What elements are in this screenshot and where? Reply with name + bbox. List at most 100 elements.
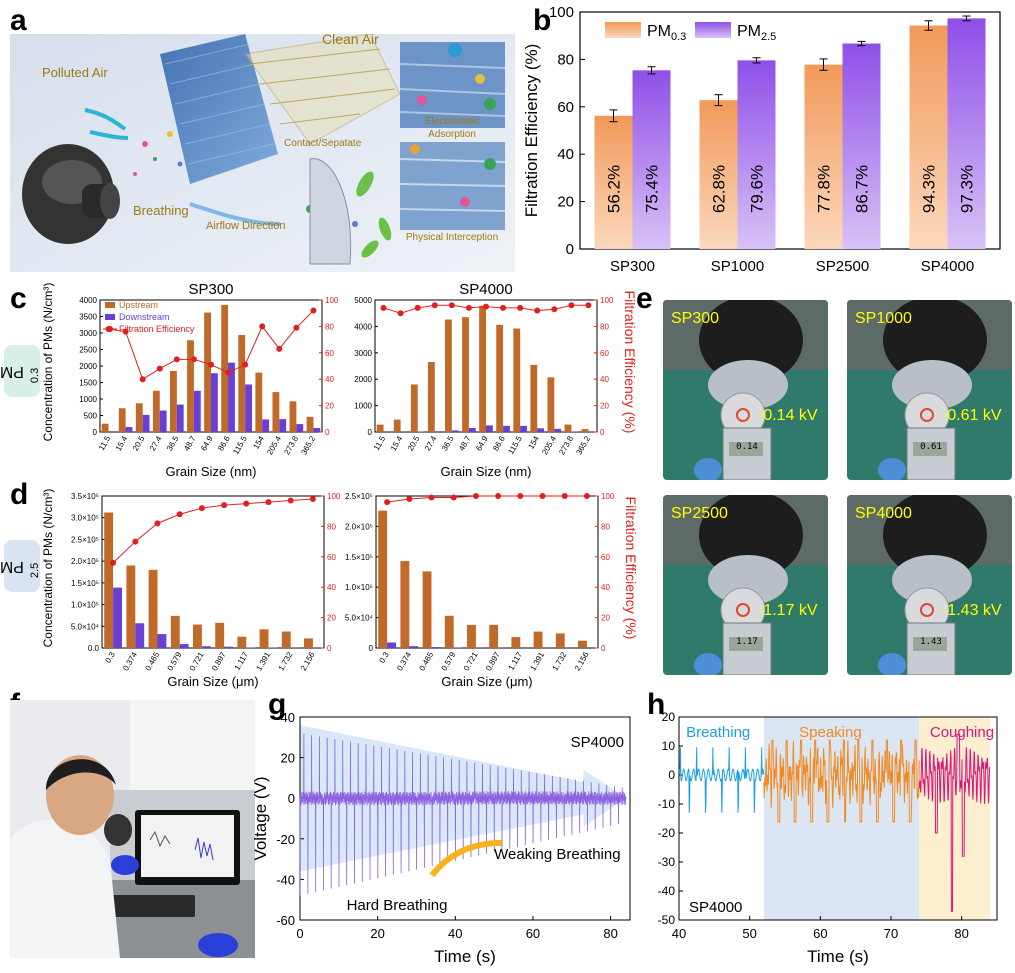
- chart-title: SP4000: [571, 734, 624, 751]
- y-tick-label: -20: [276, 832, 295, 847]
- x-tick-label: SP1000: [711, 258, 764, 275]
- y-tick-label: 2000: [354, 375, 372, 384]
- schematic-svg: Polluted Air Clean Air Breathing Contact…: [10, 34, 515, 272]
- y-tick-label: 80: [557, 51, 574, 68]
- x-tick-label: 11.5: [97, 434, 113, 452]
- efficiency-point: [191, 356, 197, 362]
- label-breathing: Breathing: [133, 203, 189, 218]
- y-tick-label: 1.0×10⁵: [71, 601, 99, 610]
- bar-upstream: [400, 561, 409, 648]
- efficiency-point: [266, 499, 272, 505]
- efficiency-point: [384, 499, 390, 505]
- bar-downstream: [387, 643, 396, 648]
- bar-upstream: [282, 631, 291, 648]
- y-tick-label: 1000: [354, 402, 372, 411]
- data-label: 56.2%: [605, 165, 624, 213]
- efficiency-point: [429, 495, 435, 501]
- legend-label: Downstream: [119, 312, 170, 322]
- y-tick-label: 5000: [354, 296, 372, 305]
- x-tick-label: 86.6: [491, 434, 507, 452]
- x-tick-label: 15.4: [389, 434, 405, 452]
- x-tick-label: 20.5: [131, 434, 147, 452]
- bar-downstream: [452, 430, 459, 432]
- y2-tick-label: 40: [600, 375, 609, 384]
- efficiency-point: [415, 305, 421, 311]
- x-tick-label: 36.5: [165, 434, 181, 452]
- data-label: 94.3%: [920, 165, 939, 213]
- label-airflow-direction: Airflow Direction: [206, 220, 285, 232]
- bar-upstream: [467, 625, 476, 648]
- legend-label: Upstream: [119, 300, 158, 310]
- bar-pm25: [738, 60, 776, 249]
- photo-voltage-label: -0.14 kV: [758, 407, 818, 425]
- y-tick-label: 4000: [79, 296, 97, 305]
- bar-downstream: [194, 391, 201, 432]
- y-tick-label: 2.0×10⁵: [71, 557, 99, 566]
- bar-upstream: [290, 401, 297, 432]
- bar-downstream: [409, 646, 418, 648]
- bar-downstream: [126, 427, 133, 432]
- chart-d1-svg: 0.05.0×10⁴1.0×10⁵1.5×10⁵2.0×10⁵2.5×10⁵3.…: [40, 480, 340, 690]
- x-tick-label: 0.721: [188, 650, 206, 672]
- x-tick-label: 20.5: [406, 434, 422, 452]
- y2-tick-label: 80: [325, 322, 334, 331]
- y-axis-label: Voltage (V): [251, 776, 270, 860]
- efficiency-point: [406, 496, 412, 502]
- y2-tick-label: 20: [327, 614, 336, 623]
- y-tick-label: 2000: [79, 362, 97, 371]
- y2-tick-label: 20: [601, 614, 610, 623]
- efficiency-point: [562, 493, 568, 499]
- data-label: 62.8%: [710, 165, 729, 213]
- bar-upstream: [119, 408, 126, 432]
- bar-upstream: [378, 511, 387, 648]
- efficiency-point: [242, 362, 248, 368]
- bar-upstream: [272, 392, 279, 432]
- x-axis-label: Time (s): [434, 947, 496, 966]
- efficiency-point: [199, 505, 205, 511]
- efficiency-line: [113, 499, 313, 563]
- y-tick-label: 0: [369, 644, 374, 653]
- glove: [111, 855, 139, 875]
- efficiency-point: [517, 305, 523, 311]
- y2-tick-label: 100: [327, 492, 340, 501]
- annotation-hard-breathing: Hard Breathing: [347, 897, 448, 914]
- x-tick-label: 154: [251, 434, 266, 451]
- y-tick-label: 3.0×10⁵: [71, 514, 99, 523]
- panel-label-a: a: [10, 4, 27, 38]
- data-label: 97.3%: [958, 165, 977, 213]
- efficiency-point: [584, 493, 590, 499]
- meter-readout: 0.61: [915, 442, 947, 452]
- efficiency-point: [155, 520, 161, 526]
- bar-pm25: [633, 70, 671, 249]
- bar-downstream: [554, 429, 561, 432]
- x-tick-label: 0.374: [395, 650, 413, 672]
- efficiency-point: [451, 495, 457, 501]
- efficiency-point: [174, 356, 180, 362]
- label-electrostatic: Electrostatic: [425, 116, 479, 127]
- bar-downstream: [160, 411, 167, 432]
- y-tick-label: 2.0×10⁵: [345, 522, 373, 531]
- trend-arrow: [432, 843, 502, 875]
- efficiency-point: [288, 498, 294, 504]
- y-tick-label: 40: [557, 146, 574, 163]
- y-tick-label: 2.5×10⁵: [345, 492, 373, 501]
- bar-downstream: [432, 647, 441, 648]
- x-tick-label: 27.4: [423, 434, 439, 452]
- bar-upstream: [445, 320, 452, 432]
- bar-downstream: [469, 428, 476, 432]
- label-adsorption: Adsorption: [428, 129, 476, 140]
- y-tick-label: 2.5×10⁵: [71, 535, 99, 544]
- chart-title: SP4000: [689, 899, 742, 916]
- bar-downstream: [520, 426, 527, 432]
- y-tick-label: 0: [93, 428, 98, 437]
- y2-tick-label: 40: [601, 583, 610, 592]
- x-axis-label: Grain Size (nm): [165, 464, 256, 479]
- chart-title: SP4000: [459, 281, 512, 298]
- chart-title: SP300: [188, 281, 233, 298]
- y-tick-label: 3000: [354, 349, 372, 358]
- bar-upstream: [578, 641, 587, 648]
